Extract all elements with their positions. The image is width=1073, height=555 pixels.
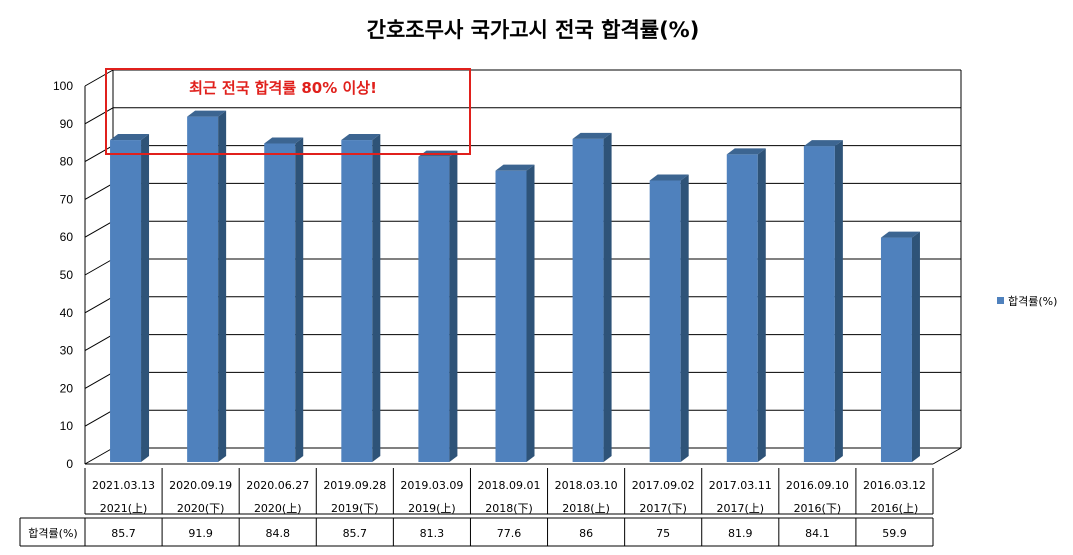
bar-top — [649, 174, 689, 181]
bar-top — [341, 134, 381, 141]
bar — [495, 170, 527, 462]
bar-side — [449, 150, 458, 462]
bar-top — [110, 134, 150, 141]
bar-top — [726, 148, 766, 155]
y-tick-label: 100 — [53, 79, 73, 93]
data-label: 86 — [579, 527, 593, 540]
gridline-diag-90 — [84, 107, 114, 125]
x-tick-label-session: 2016(上) — [871, 502, 919, 515]
bar — [341, 140, 373, 462]
bar — [187, 116, 219, 463]
bar — [418, 156, 450, 462]
bar-top — [495, 164, 535, 171]
bar-side — [757, 148, 766, 462]
bar-side — [141, 134, 150, 462]
x-tick-label-date: 2016.09.10 — [786, 479, 849, 492]
data-label: 75 — [656, 527, 670, 540]
bar — [803, 146, 835, 463]
gridline-diag-100 — [84, 69, 114, 87]
y-tick-label: 70 — [60, 192, 74, 206]
data-label: 81.9 — [728, 527, 753, 540]
y-tick-label: 60 — [60, 230, 74, 244]
x-tick-label-session: 2018(上) — [562, 502, 610, 515]
x-tick-label-session: 2020(上) — [254, 502, 302, 515]
bar — [880, 237, 912, 462]
x-tick-label-session: 2019(下) — [331, 502, 379, 515]
bar-top — [187, 110, 227, 117]
gridline-diag-50 — [84, 258, 114, 276]
data-label: 85.7 — [111, 527, 136, 540]
y-tick-label: 20 — [60, 381, 74, 395]
x-tick-label-date: 2018.03.10 — [555, 479, 618, 492]
y-tick-label: 90 — [60, 117, 74, 131]
x-tick-label-date: 2017.03.11 — [709, 479, 772, 492]
y-tick-label: 0 — [66, 457, 73, 471]
bar-top — [264, 137, 304, 144]
x-tick-label-date: 2021.03.13 — [92, 479, 155, 492]
x-tick-label-session: 2017(下) — [639, 502, 687, 515]
bar-top — [803, 140, 843, 147]
gridline-diag-60 — [84, 220, 114, 238]
y-tick-label: 30 — [60, 344, 74, 358]
x-tick-label-session: 2020(下) — [177, 502, 225, 515]
y-tick-label: 80 — [60, 155, 74, 169]
bar-side — [295, 137, 304, 462]
x-tick-label-date: 2020.06.27 — [246, 479, 309, 492]
gridline-diag-0 — [84, 447, 114, 465]
legend-swatch — [997, 297, 1004, 304]
x-tick-label-session: 2018(下) — [485, 502, 533, 515]
bar-top — [880, 231, 920, 238]
bar-top — [572, 132, 612, 139]
bar — [264, 143, 296, 462]
gridline-diag-20 — [84, 371, 114, 389]
annotation-layer: 최근 전국 합격률 80% 이상! — [105, 68, 471, 155]
bar-side — [680, 174, 689, 462]
data-label: 81.3 — [420, 527, 445, 540]
bar — [726, 154, 758, 462]
bar-layer — [110, 110, 920, 463]
x-tick-label-session: 2017(上) — [716, 502, 764, 515]
bar-side — [372, 134, 381, 462]
gridline-diag-30 — [84, 334, 114, 352]
x-tick-label-date: 2017.09.02 — [632, 479, 695, 492]
x-tick-label-date: 2019.03.09 — [400, 479, 463, 492]
bar-side — [526, 164, 535, 462]
data-label: 84.8 — [265, 527, 290, 540]
bar-side — [911, 231, 920, 462]
gridline-diag-40 — [84, 296, 114, 314]
bar — [572, 138, 604, 463]
x-tick-label-date: 2019.09.28 — [323, 479, 386, 492]
x-tick-label-date: 2018.09.01 — [478, 479, 541, 492]
data-label: 84.1 — [805, 527, 830, 540]
bar-side — [603, 132, 612, 463]
gridline-diag-10 — [84, 409, 114, 427]
legend-label: 합격률(%) — [1008, 295, 1057, 308]
data-table: 합격률(%) 2021.03.13 2021(上) 85.7 2020.09.19 202… — [19, 468, 934, 547]
bar — [649, 180, 681, 462]
gridline-diag-80 — [84, 145, 114, 163]
x-tick-label-date: 2020.09.19 — [169, 479, 232, 492]
x-tick-label-date: 2016.03.12 — [863, 479, 926, 492]
gridline-diag-70 — [84, 182, 114, 200]
legend: 합격률(%) — [997, 295, 1057, 308]
bar-side — [834, 140, 843, 463]
y-tick-label: 10 — [60, 419, 74, 433]
data-label: 77.6 — [497, 527, 522, 540]
x-tick-label-session: 2019(上) — [408, 502, 456, 515]
x-tick-label-session: 2016(下) — [794, 502, 842, 515]
bar — [110, 140, 142, 462]
data-label: 91.9 — [188, 527, 213, 540]
x-tick-label-session: 2021(上) — [100, 502, 148, 515]
annotation-text: 최근 전국 합격률 80% 이상! — [189, 79, 377, 97]
annotation-box — [105, 68, 471, 155]
table-series-label: 합격률(%) — [28, 527, 77, 540]
bar-side — [218, 110, 227, 463]
y-tick-label: 50 — [60, 268, 74, 282]
chart-title: 간호조무사 국가고시 전국 합격률(%) — [367, 18, 700, 42]
floor-right-edge — [932, 447, 962, 465]
data-label: 85.7 — [343, 527, 368, 540]
y-tick-label: 40 — [60, 306, 74, 320]
data-label: 59.9 — [882, 527, 907, 540]
